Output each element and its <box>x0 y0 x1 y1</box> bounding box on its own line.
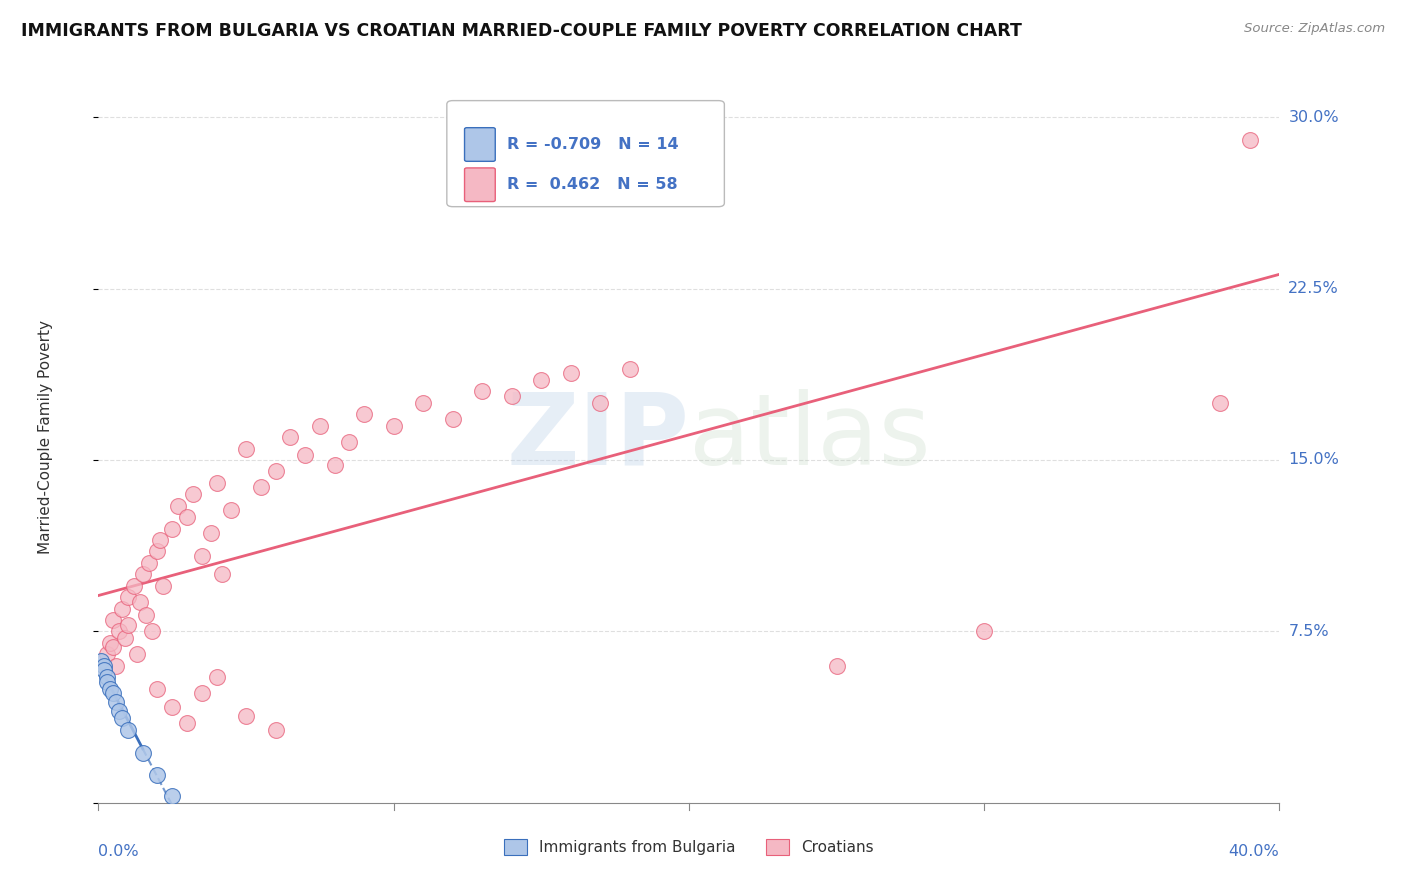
Point <box>146 544 169 558</box>
FancyBboxPatch shape <box>464 128 495 161</box>
Point <box>250 480 273 494</box>
FancyBboxPatch shape <box>464 168 495 202</box>
Point <box>146 768 169 782</box>
Point <box>191 686 214 700</box>
Text: 15.0%: 15.0% <box>1288 452 1339 467</box>
Point <box>111 711 134 725</box>
Point <box>412 396 434 410</box>
Point <box>96 674 118 689</box>
Point <box>141 624 163 639</box>
Point <box>103 613 125 627</box>
Point <box>105 695 128 709</box>
Point <box>205 475 228 490</box>
Point <box>93 658 115 673</box>
Point <box>117 590 139 604</box>
Point <box>353 407 375 421</box>
Point <box>162 521 183 535</box>
Point <box>501 389 523 403</box>
Point <box>973 624 995 639</box>
Point <box>530 373 553 387</box>
Point <box>128 595 150 609</box>
Text: 0.0%: 0.0% <box>98 844 139 859</box>
Point <box>117 723 139 737</box>
Point <box>264 723 287 737</box>
Text: Source: ZipAtlas.com: Source: ZipAtlas.com <box>1244 22 1385 36</box>
Point <box>132 567 155 582</box>
Point <box>1239 133 1261 147</box>
Text: 22.5%: 22.5% <box>1288 281 1339 296</box>
Point <box>90 654 112 668</box>
Point <box>146 681 169 696</box>
Point <box>103 640 125 655</box>
Point <box>211 567 233 582</box>
Point <box>98 636 121 650</box>
Point <box>235 709 257 723</box>
Point <box>111 601 134 615</box>
Point <box>167 499 190 513</box>
Text: atlas: atlas <box>689 389 931 485</box>
Point <box>152 579 174 593</box>
Point <box>162 789 183 803</box>
Point <box>309 418 332 433</box>
Point <box>135 608 157 623</box>
Point <box>149 533 172 547</box>
Point <box>560 366 582 380</box>
Text: R = -0.709   N = 14: R = -0.709 N = 14 <box>508 137 679 152</box>
Point <box>105 658 128 673</box>
Text: 30.0%: 30.0% <box>1288 110 1339 125</box>
Point <box>122 579 145 593</box>
Point <box>264 464 287 478</box>
Point <box>93 663 115 677</box>
Point <box>382 418 405 433</box>
Point <box>176 510 198 524</box>
Point <box>471 384 494 399</box>
Point <box>294 449 316 463</box>
Point <box>280 430 302 444</box>
Point <box>98 681 121 696</box>
Text: ZIP: ZIP <box>506 389 689 485</box>
Point <box>1209 396 1232 410</box>
Point <box>619 361 641 376</box>
Text: 40.0%: 40.0% <box>1229 844 1279 859</box>
Point <box>441 412 464 426</box>
Point <box>162 699 183 714</box>
Point <box>114 632 136 646</box>
Point <box>103 686 125 700</box>
Point <box>96 647 118 661</box>
Point <box>323 458 346 472</box>
Point <box>108 705 131 719</box>
FancyBboxPatch shape <box>447 101 724 207</box>
Point <box>825 658 848 673</box>
Text: R =  0.462   N = 58: R = 0.462 N = 58 <box>508 178 678 193</box>
Point <box>176 715 198 730</box>
Point <box>221 503 243 517</box>
Point <box>589 396 612 410</box>
Point <box>117 617 139 632</box>
Point <box>191 549 214 563</box>
Text: Married-Couple Family Poverty: Married-Couple Family Poverty <box>38 320 53 554</box>
Text: 7.5%: 7.5% <box>1288 624 1329 639</box>
Point <box>125 647 148 661</box>
Point <box>205 670 228 684</box>
Legend: Immigrants from Bulgaria, Croatians: Immigrants from Bulgaria, Croatians <box>498 833 880 861</box>
Point <box>96 670 118 684</box>
Point <box>132 746 155 760</box>
Point <box>339 434 361 449</box>
Text: IMMIGRANTS FROM BULGARIA VS CROATIAN MARRIED-COUPLE FAMILY POVERTY CORRELATION C: IMMIGRANTS FROM BULGARIA VS CROATIAN MAR… <box>21 22 1022 40</box>
Point <box>138 556 160 570</box>
Point <box>108 624 131 639</box>
Point <box>181 487 204 501</box>
Point <box>235 442 257 456</box>
Point <box>200 526 222 541</box>
